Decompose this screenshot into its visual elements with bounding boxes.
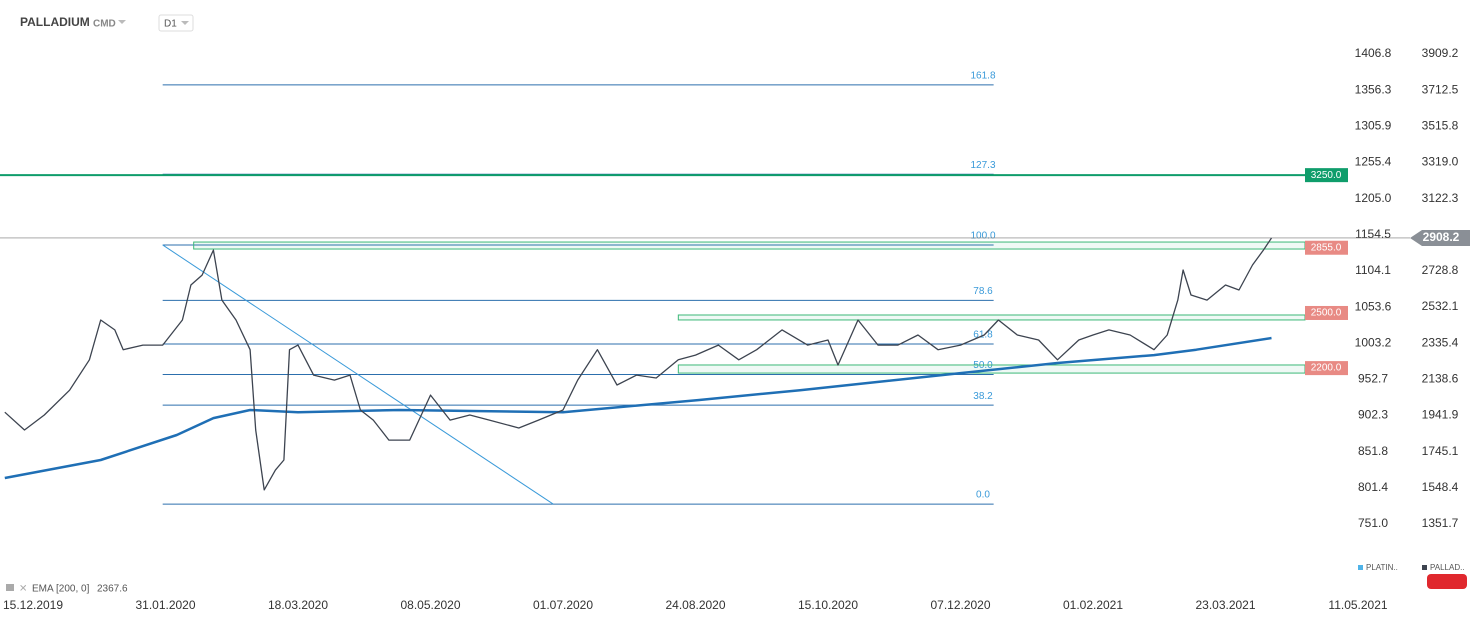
indicator-close: ✕	[19, 584, 27, 595]
fib-label: 127.3	[970, 160, 995, 171]
legend-label: PLATIN..	[1366, 563, 1398, 572]
y-tick-label: 3122.3	[1422, 191, 1459, 205]
x-tick-label: 08.05.2020	[400, 598, 460, 612]
y-tick-label: 2532.1	[1422, 299, 1459, 313]
level-label: 2200.0	[1311, 363, 1342, 374]
y-tick-label: 2138.6	[1422, 372, 1459, 386]
level-badge	[1305, 361, 1348, 376]
y-tick-label: 1745.1	[1422, 444, 1459, 458]
x-tick-label: 23.03.2021	[1195, 598, 1255, 612]
ema-line	[4, 336, 1272, 480]
legend-swatch	[1422, 565, 1427, 570]
fib-label: 161.8	[970, 70, 995, 81]
indicator-params: [200, 0]	[56, 584, 90, 595]
y2-tick-label: 1205.0	[1355, 191, 1392, 205]
y2-tick-label: 751.0	[1358, 516, 1388, 530]
y-tick-label: 1548.4	[1422, 480, 1459, 494]
y-tick-label: 2728.8	[1422, 263, 1459, 277]
legend-swatch	[1358, 565, 1363, 570]
current-price: 2908.2	[1423, 230, 1460, 244]
timeframe-box[interactable]	[158, 14, 194, 32]
y2-tick-label: 952.7	[1358, 372, 1388, 386]
y2-tick-label: 1154.5	[1355, 227, 1391, 241]
x-tick-label: 01.02.2021	[1063, 598, 1123, 612]
level-badge	[1305, 240, 1348, 255]
y-tick-label: 3712.5	[1422, 82, 1459, 96]
level-badge	[1305, 305, 1348, 320]
y2-tick-label: 1003.2	[1355, 335, 1392, 349]
y-tick-label: 3909.2	[1422, 46, 1459, 60]
y2-tick-label: 1255.4	[1355, 155, 1392, 169]
zone	[677, 314, 1306, 321]
indicator-icon	[6, 584, 14, 591]
y2-tick-label: 1104.1	[1355, 263, 1391, 277]
action-button[interactable]	[1427, 574, 1467, 589]
fib-label: 100.0	[970, 231, 995, 242]
zone	[193, 241, 1306, 250]
timeframe[interactable]: D1	[164, 19, 177, 30]
market: CMD	[93, 19, 116, 30]
x-tick-label: 18.03.2020	[268, 598, 328, 612]
y2-tick-label: 801.4	[1358, 480, 1388, 494]
x-tick-label: 01.07.2020	[533, 598, 593, 612]
legend-label: PALLAD..	[1430, 563, 1465, 572]
y-tick-label: 2335.4	[1422, 335, 1459, 349]
y-tick-label: 1941.9	[1422, 408, 1459, 422]
fib-label: 50.0	[973, 360, 993, 371]
x-tick-label: 15.12.2019	[3, 598, 63, 612]
price-line	[4, 237, 1273, 491]
y-tick-label: 1351.7	[1422, 516, 1459, 530]
x-tick-label: 15.10.2020	[798, 598, 858, 612]
fib-label: 78.6	[973, 286, 993, 297]
y-tick-label: 3319.0	[1422, 155, 1459, 169]
y2-tick-label: 1053.6	[1355, 299, 1392, 313]
fib-label: 38.2	[973, 391, 993, 402]
indicator-last: 2367.6	[97, 584, 128, 595]
y-tick-label: 3515.8	[1422, 118, 1459, 132]
x-tick-label: 11.05.2021	[1328, 598, 1387, 612]
price-badge	[1410, 229, 1470, 246]
level-label: 3250.0	[1311, 170, 1342, 181]
dropdown-icon[interactable]	[181, 21, 189, 25]
x-tick-label: 07.12.2020	[930, 598, 990, 612]
symbol[interactable]: PALLADIUM	[20, 15, 90, 29]
fib-label: 0.0	[976, 490, 990, 501]
level-badge	[1305, 168, 1348, 183]
y2-tick-label: 902.3	[1358, 408, 1388, 422]
dropdown-icon[interactable]	[118, 20, 126, 24]
trendline	[162, 244, 554, 505]
y2-tick-label: 851.8	[1358, 444, 1388, 458]
y2-tick-label: 1356.3	[1355, 82, 1392, 96]
indicator-name: EMA	[32, 584, 54, 595]
level-label: 2855.0	[1311, 242, 1342, 253]
level-label: 2500.0	[1311, 308, 1342, 319]
x-tick-label: 24.08.2020	[665, 598, 725, 612]
x-tick-label: 31.01.2020	[135, 598, 195, 612]
y2-tick-label: 1406.8	[1355, 46, 1392, 60]
y2-tick-label: 1305.9	[1355, 118, 1392, 132]
